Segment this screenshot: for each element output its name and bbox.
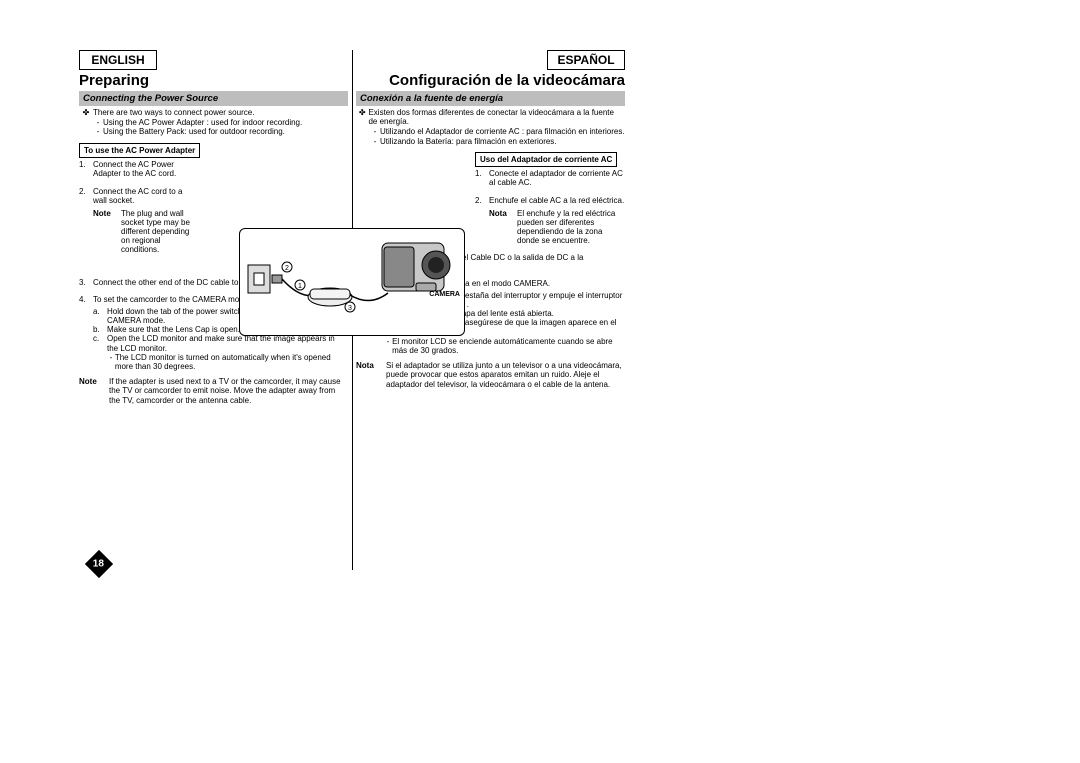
- manual-page: 2 1 3 CAMERA ENGLISH Preparing Connectin…: [75, 50, 629, 572]
- svg-text:3: 3: [348, 305, 352, 312]
- heading-right: Configuración de la videocámara: [356, 72, 625, 89]
- box-title-right: Uso del Adaptador de corriente AC: [475, 152, 617, 167]
- lang-tag-english: ENGLISH: [79, 50, 157, 70]
- camera-label: CAMERA: [429, 291, 460, 298]
- svg-text:2: 2: [285, 265, 289, 272]
- intro-left: There are two ways to connect power sour…: [93, 108, 254, 117]
- subhead-right: Conexión a la fuente de energía: [356, 91, 625, 106]
- figure-svg: 2 1 3: [240, 229, 465, 336]
- box-title-left: To use the AC Power Adapter: [79, 143, 200, 158]
- intro-right: Existen dos formas diferentes de conecta…: [368, 108, 625, 126]
- subhead-left: Connecting the Power Source: [79, 91, 348, 106]
- power-adapter-figure: 2 1 3 CAMERA: [239, 228, 465, 336]
- heading-left: Preparing: [79, 72, 348, 89]
- page-number-badge: 18: [85, 550, 113, 578]
- svg-text:1: 1: [298, 283, 302, 290]
- lang-tag-spanish: ESPAÑOL: [547, 50, 625, 70]
